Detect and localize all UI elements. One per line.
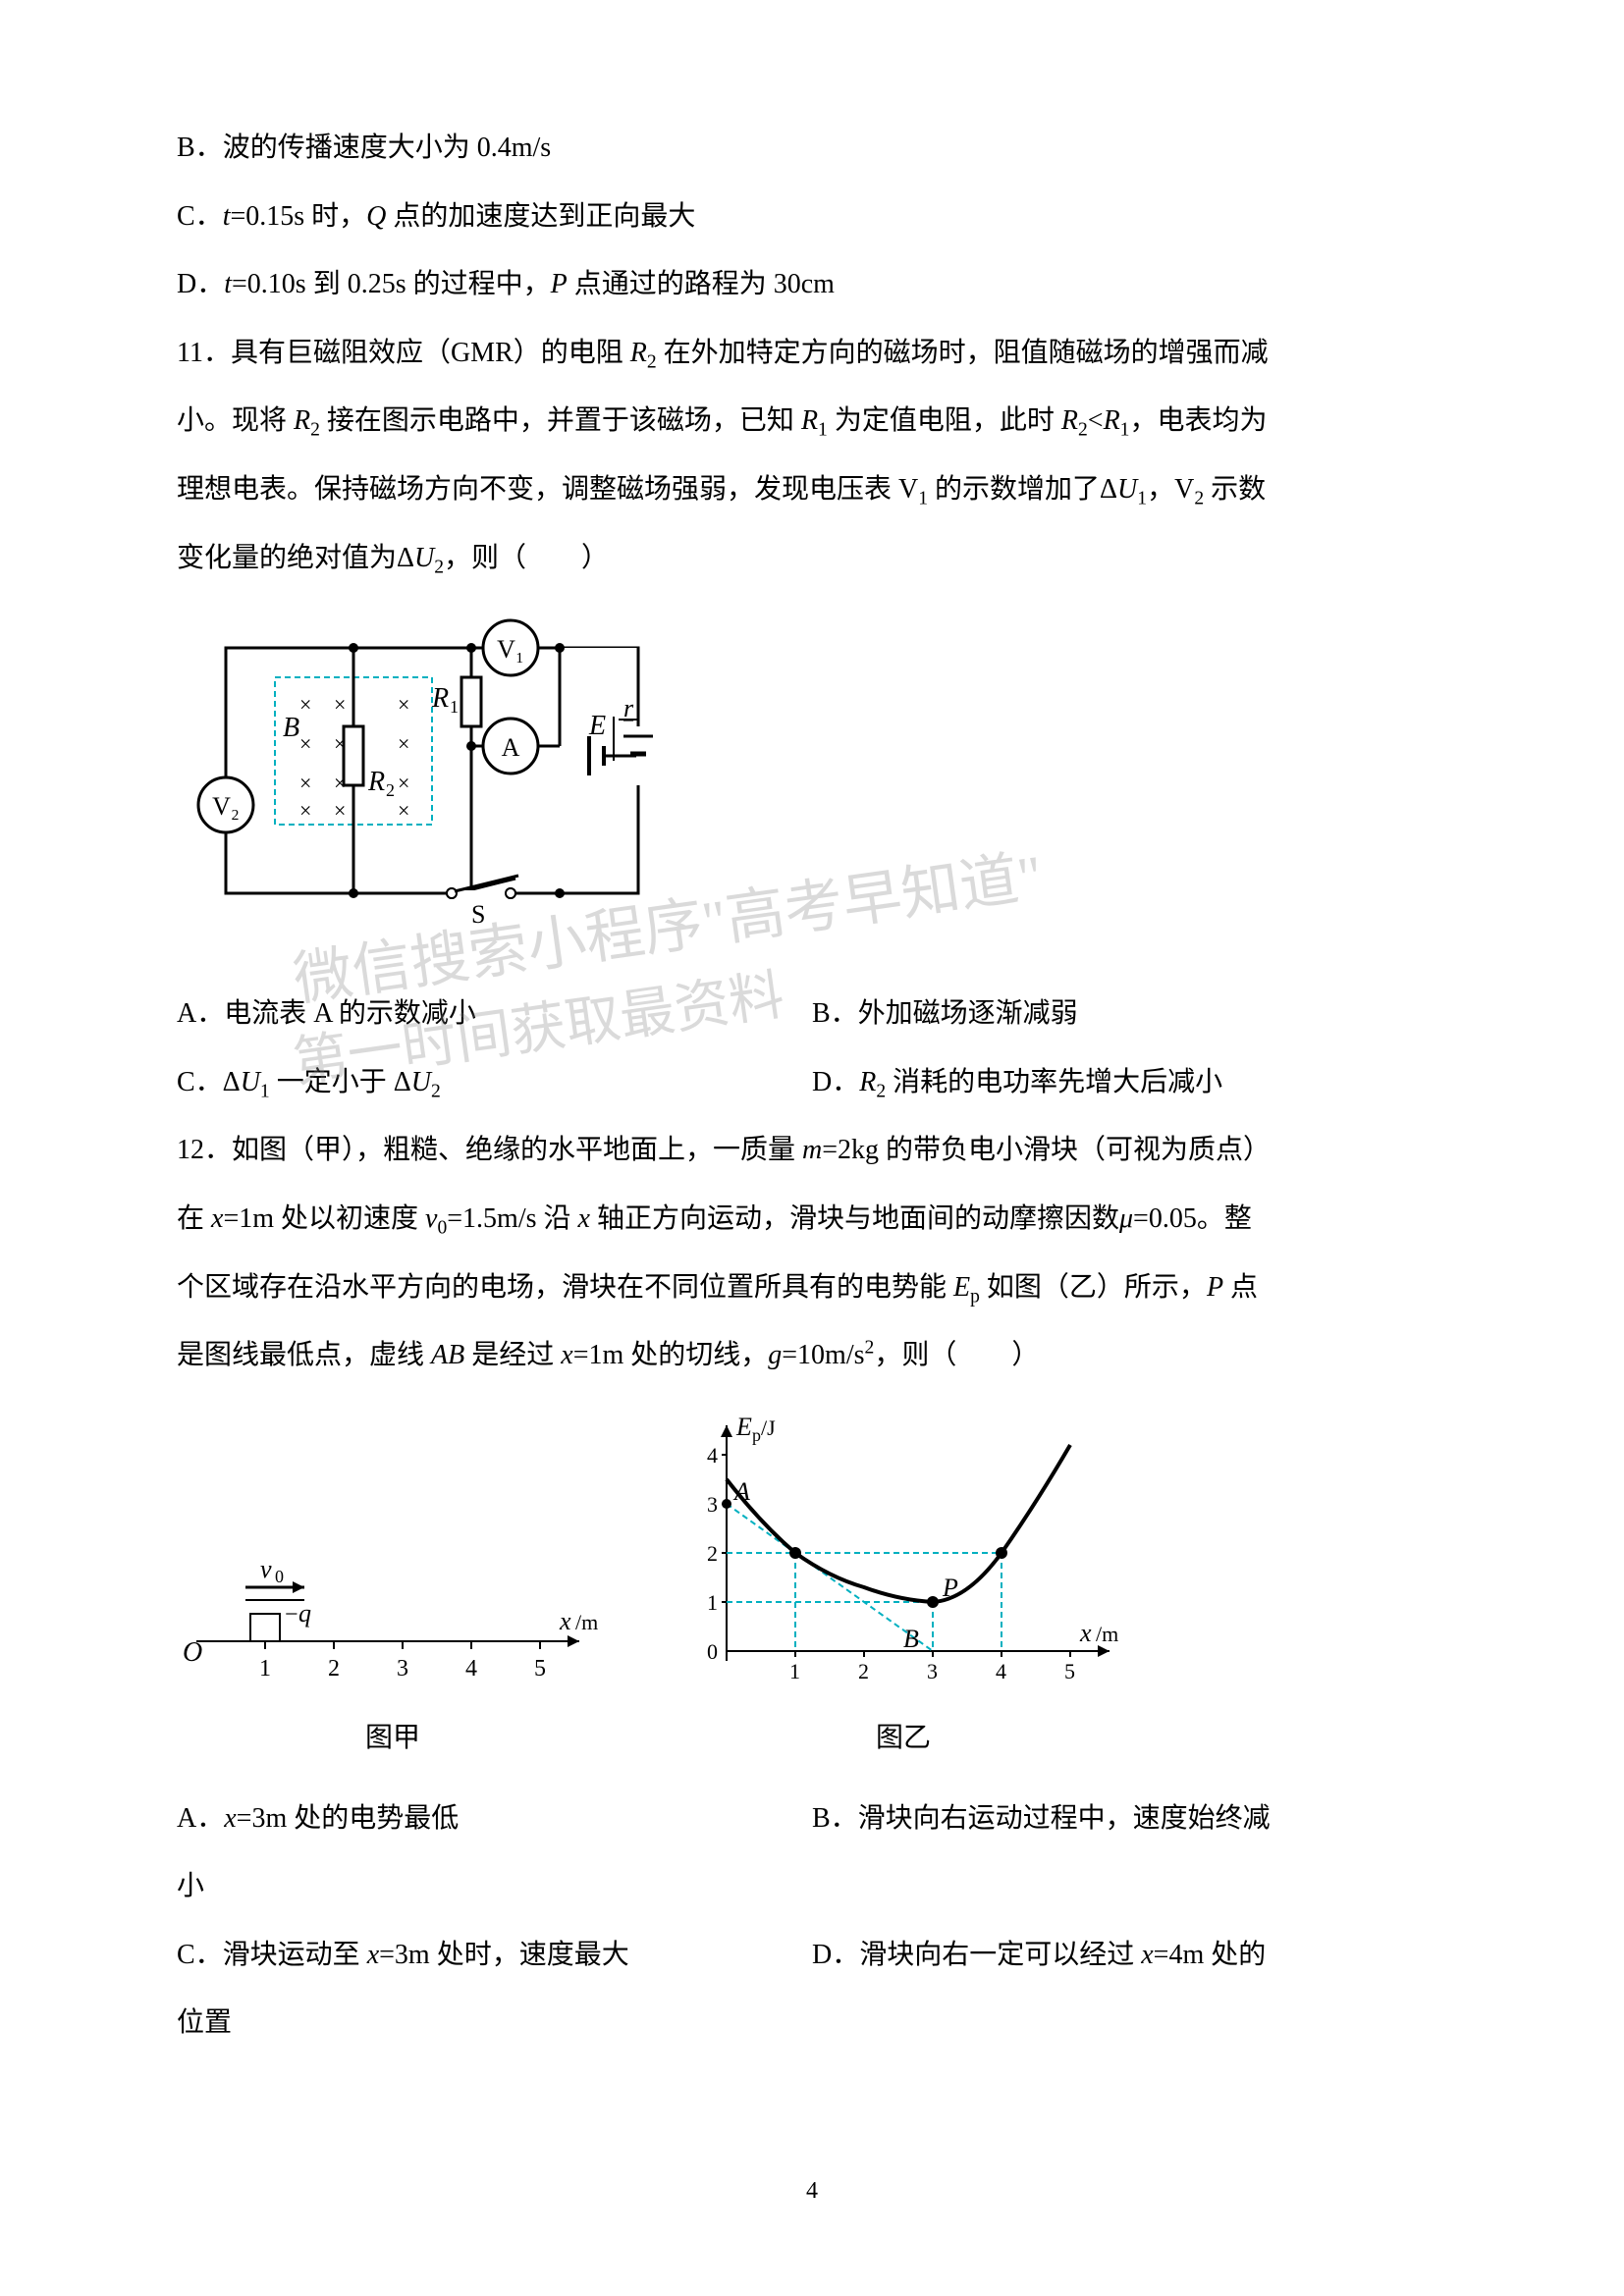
svg-text:×: × xyxy=(398,692,409,717)
q11-opt-d: D．R2 消耗的电功率先增大后减小 xyxy=(812,1052,1447,1113)
q12-line3: 个区域存在沿水平方向的电场，滑块在不同位置所具有的电势能 Ep 如图（乙）所示，… xyxy=(177,1257,1447,1318)
q11-options-row1: A．电流表 A 的示数减小 B．外加磁场逐渐减弱 xyxy=(177,984,1447,1044)
svg-text:3: 3 xyxy=(707,1492,718,1517)
svg-text:×: × xyxy=(299,692,311,717)
q12-opt-c: C．滑块运动至 x=3m 处时，速度最大 xyxy=(177,1925,812,1986)
svg-text:R: R xyxy=(367,767,385,797)
svg-text:O: O xyxy=(183,1637,202,1668)
svg-text:/J: /J xyxy=(761,1415,776,1440)
q11-opt-a: A．电流表 A 的示数减小 xyxy=(177,984,812,1044)
q11-opt-b: B．外加磁场逐渐减弱 xyxy=(812,984,1447,1044)
svg-text:p: p xyxy=(752,1425,761,1445)
svg-text:×: × xyxy=(299,771,311,795)
diagrams-row: x /m O 1 2 3 4 5 v 0 − q 图甲 xyxy=(177,1406,1447,1769)
option-b: B．波的传播速度大小为 0.4m/s xyxy=(177,118,1447,179)
svg-text:q: q xyxy=(298,1599,311,1628)
svg-text:1: 1 xyxy=(707,1590,718,1615)
svg-text:−: − xyxy=(285,1602,298,1628)
svg-text:V₂: V₂ xyxy=(212,792,240,821)
q12-opt-b: B．滑块向右运动过程中，速度始终减 xyxy=(812,1789,1447,1849)
svg-text:0: 0 xyxy=(707,1639,718,1664)
svg-text:1: 1 xyxy=(789,1659,800,1683)
q12-opt-d: D．滑块向右一定可以经过 x=4m 处的 xyxy=(812,1925,1447,1986)
q11-line4: 变化量的绝对值为ΔU2，则（ ） xyxy=(177,528,1447,589)
svg-text:×: × xyxy=(299,731,311,756)
svg-text:V₁: V₁ xyxy=(497,635,524,664)
q11-options-row2: C．ΔU1 一定小于 ΔU2 D．R2 消耗的电功率先增大后减小 xyxy=(177,1052,1447,1113)
svg-text:2: 2 xyxy=(707,1541,718,1566)
svg-text:2: 2 xyxy=(386,780,395,800)
svg-text:0: 0 xyxy=(275,1567,284,1586)
svg-text:4: 4 xyxy=(996,1659,1006,1683)
svg-text:1: 1 xyxy=(259,1656,271,1682)
diagram-jia: x /m O 1 2 3 4 5 v 0 − q 图甲 xyxy=(177,1523,609,1769)
svg-text:×: × xyxy=(398,771,409,795)
svg-text:E: E xyxy=(588,711,606,741)
q12-opt-b-cont: 小 xyxy=(177,1856,1447,1917)
option-c: C．t=0.15s 时，Q 点的加速度达到正向最大 xyxy=(177,187,1447,247)
svg-text:/m: /m xyxy=(1096,1622,1118,1646)
page-number: 4 xyxy=(806,2165,818,2217)
q12-line1: 12．如图（甲），粗糙、绝缘的水平地面上，一质量 m=2kg 的带负电小滑块（可… xyxy=(177,1120,1447,1181)
svg-text:3: 3 xyxy=(397,1656,408,1682)
diagram-yi: E p /J x /m 0 1 2 3 4 1 2 3 4 5 xyxy=(668,1406,1139,1769)
svg-text:A: A xyxy=(502,733,520,762)
svg-text:×: × xyxy=(398,798,409,823)
svg-text:2: 2 xyxy=(858,1659,869,1683)
svg-text:1: 1 xyxy=(450,697,459,717)
opt-b-text: 波的传播速度大小为 0.4m/s xyxy=(223,133,551,163)
q12-opt-d-cont: 位置 xyxy=(177,1993,1447,2054)
q12-line4: 是图线最低点，虚线 AB 是经过 x=1m 处的切线，g=10m/s2，则（ ） xyxy=(177,1325,1447,1386)
svg-text:4: 4 xyxy=(465,1656,477,1682)
svg-text:5: 5 xyxy=(534,1656,546,1682)
svg-text:x: x xyxy=(1079,1619,1092,1647)
svg-text:R: R xyxy=(431,683,449,714)
svg-text:B: B xyxy=(903,1625,919,1653)
svg-text:B: B xyxy=(283,713,299,743)
q12-line2: 在 x=1m 处以初速度 v0=1.5m/s 沿 x 轴正方向运动，滑块与地面间… xyxy=(177,1189,1447,1250)
q11-line3: 理想电表。保持磁场方向不变，调整磁场强弱，发现电压表 V1 的示数增加了ΔU1，… xyxy=(177,459,1447,520)
svg-text:×: × xyxy=(334,692,346,717)
q11-line2: 小。现将 R2 接在图示电路中，并置于该磁场，已知 R1 为定值电阻，此时 R2… xyxy=(177,391,1447,452)
q11-line1: 11．具有巨磁阻效应（GMR）的电阻 R2 在外加特定方向的磁场时，阻值随磁场的… xyxy=(177,323,1447,384)
svg-text:×: × xyxy=(398,731,409,756)
q12-options-row1: A．x=3m 处的电势最低 B．滑块向右运动过程中，速度始终减 xyxy=(177,1789,1447,1849)
q12-opt-a: A．x=3m 处的电势最低 xyxy=(177,1789,812,1849)
diagram-yi-label: 图乙 xyxy=(876,1708,931,1769)
svg-text:S: S xyxy=(471,900,485,929)
q11-opt-c: C．ΔU1 一定小于 ΔU2 xyxy=(177,1052,812,1113)
svg-text:x: x xyxy=(559,1607,571,1635)
svg-text:4: 4 xyxy=(707,1443,718,1468)
svg-text:×: × xyxy=(334,798,346,823)
svg-text:×: × xyxy=(299,798,311,823)
svg-text:5: 5 xyxy=(1064,1659,1075,1683)
diagram-jia-label: 图甲 xyxy=(365,1708,420,1769)
option-d: D．t=0.10s 到 0.25s 的过程中，P 点通过的路程为 30cm xyxy=(177,254,1447,315)
svg-text:E: E xyxy=(735,1413,752,1441)
svg-text:r: r xyxy=(623,694,634,722)
svg-text:v: v xyxy=(260,1555,272,1583)
circuit-diagram: V₁ A V₂ R 1 × × × × × × × × × × × × B R … xyxy=(177,609,1447,965)
q12-options-row2: C．滑块运动至 x=3m 处时，速度最大 D．滑块向右一定可以经过 x=4m 处… xyxy=(177,1925,1447,1986)
svg-text:3: 3 xyxy=(927,1659,938,1683)
svg-text:/m: /m xyxy=(575,1610,598,1634)
svg-text:2: 2 xyxy=(328,1656,340,1682)
